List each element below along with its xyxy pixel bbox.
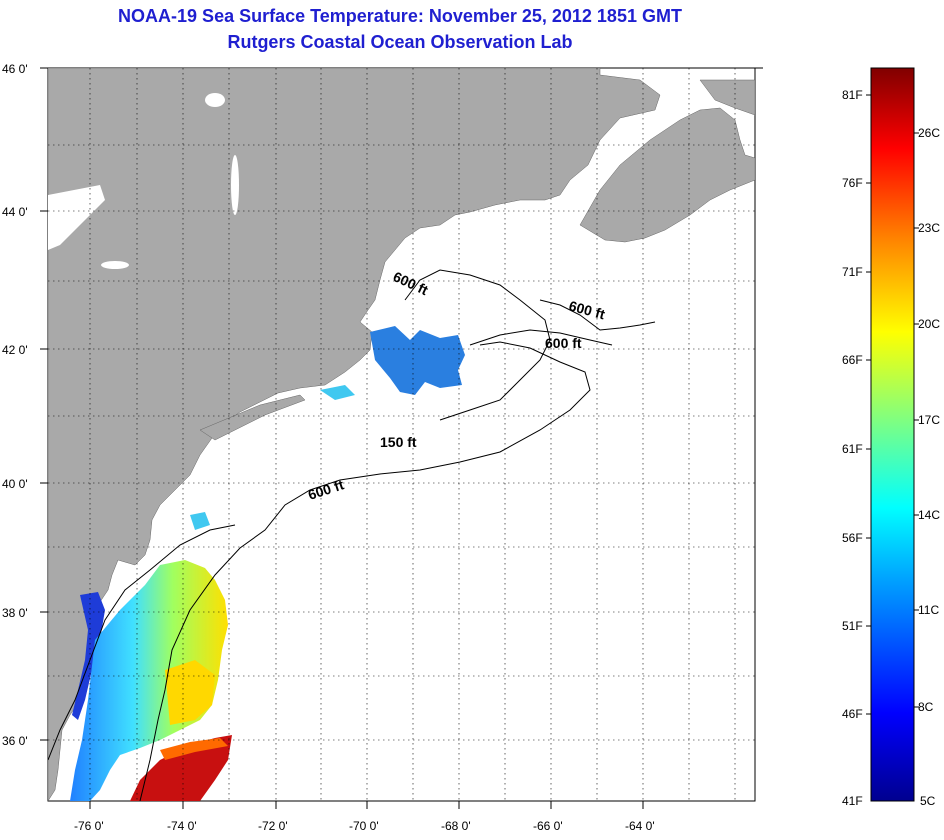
lat-label: 44 0' xyxy=(2,205,28,219)
sst-cape-cod-patch xyxy=(370,326,465,395)
sst-gulf-stream-edge xyxy=(160,738,228,760)
colorbar-f-label: 41F xyxy=(842,794,863,808)
lon-label: -70 0' xyxy=(349,819,379,833)
land-cape-breton xyxy=(699,79,755,116)
colorbar-f-label: 56F xyxy=(842,531,863,545)
colorbar-c-label: 5C xyxy=(920,794,936,808)
lon-label: -66 0' xyxy=(533,819,563,833)
colorbar-c-label: 11C xyxy=(918,603,939,617)
lon-label: -76 0' xyxy=(74,819,104,833)
map-subtitle: Rutgers Coastal Ocean Observation Lab xyxy=(227,32,573,52)
colorbar-f-label: 76F xyxy=(842,176,863,190)
lat-label: 46 0' xyxy=(2,62,28,76)
lat-label: 40 0' xyxy=(2,477,28,491)
colorbar-ticks xyxy=(866,94,919,715)
land-nova-scotia xyxy=(579,107,755,243)
sst-nj-patch xyxy=(190,512,210,530)
land-long-island xyxy=(199,394,306,441)
sst-gulf-stream xyxy=(130,735,232,801)
lon-label: -72 0' xyxy=(258,819,288,833)
lon-label: -68 0' xyxy=(441,819,471,833)
colorbar-c-label: 23C xyxy=(918,221,940,235)
colorbar-f-label: 66F xyxy=(842,353,863,367)
contour-label: 150 ft xyxy=(380,434,417,450)
colorbar-c-label: 14C xyxy=(918,508,940,522)
sst-chesapeake xyxy=(72,592,105,720)
lat-label: 38 0' xyxy=(2,606,28,620)
colorbar-f-label: 81F xyxy=(842,88,863,102)
colorbar-c-label: 17C xyxy=(918,413,940,427)
lake xyxy=(231,155,239,215)
lat-label: 36 0' xyxy=(2,734,28,748)
map-grid xyxy=(48,68,755,801)
lon-label: -74 0' xyxy=(167,819,197,833)
frame-ticks xyxy=(40,67,763,809)
colorbar xyxy=(870,67,915,802)
colorbar-f-label: 71F xyxy=(842,265,863,279)
colorbar-c-label: 26C xyxy=(918,126,940,140)
colorbar-c-label: 20C xyxy=(918,317,940,331)
map-title: NOAA-19 Sea Surface Temperature: Novembe… xyxy=(118,6,682,26)
sst-midatlantic xyxy=(70,560,228,801)
lat-label: 42 0' xyxy=(2,343,28,357)
contour-label: 600 ft xyxy=(545,335,582,351)
sst-warm-core xyxy=(165,660,215,725)
sst-offshore-patch xyxy=(320,385,355,400)
colorbar-f-label: 61F xyxy=(842,442,863,456)
colorbar-c-label: 8C xyxy=(918,700,934,714)
colorbar-f-label: 51F xyxy=(842,619,863,633)
lake xyxy=(101,261,129,269)
lon-label: -64 0' xyxy=(625,819,655,833)
depth-contours xyxy=(48,269,656,801)
colorbar-f-label: 46F xyxy=(842,707,863,721)
lake xyxy=(205,93,225,107)
lake xyxy=(48,185,105,250)
